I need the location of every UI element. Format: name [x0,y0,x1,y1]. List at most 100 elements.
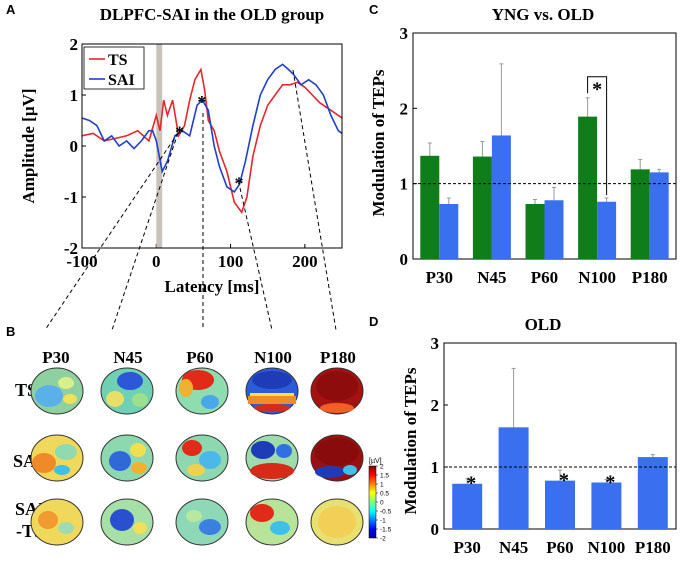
topo-sai-p60 [175,434,229,482]
peak-star-p60: * [197,92,206,112]
colorbar-tick-label: -2 [380,536,386,543]
panel-a-legend: TS SAI [83,46,145,90]
topo-diff-p60 [175,498,229,546]
significance-star-p60: * [559,470,569,492]
panel-a: A DLPFC-SAI in the OLD group Amplitude [… [6,2,343,331]
ts-line [82,67,342,215]
connector-n100 [239,187,273,331]
panel-a-letter: A [6,2,16,17]
panel-c-bars: 0 1 2 3 P30 N45 P60 N100 P180 * [400,24,677,287]
stimulus-artifact-bar [156,44,163,248]
topo-diff-n100 [245,498,299,546]
y-tick-label: -1 [64,188,78,207]
x-tick-label: 0 [152,252,161,271]
category-label-n100: N100 [578,268,616,287]
bar-yng-p60 [525,204,545,259]
connector-p180 [292,69,337,331]
colorbar-gradient [368,465,377,539]
bar-old-p180 [649,172,669,259]
sai-line [82,63,342,194]
peak-label-n100: N100 [254,348,292,367]
y-tick-label: 0 [400,250,409,269]
colorbar: [µV] 2 1.5 1 0.5 0 -0.5 -1 -1.5 -2 [368,458,392,543]
topo-sai-p180 [310,434,364,482]
colorbar-tick-label: 1.5 [380,473,389,480]
category-label-p180: P180 [632,268,668,287]
panel-b-letter: B [6,324,15,339]
x-tick-label: -100 [66,252,97,271]
peak-label-p30: P30 [42,348,69,367]
y-tick-label: 0 [431,520,440,539]
peak-label-p60: P60 [186,348,213,367]
topo-maps [30,367,364,546]
peak-markers: * * * [175,92,243,194]
topo-ts-n100 [245,367,299,415]
panel-b: B P30 N45 P60 N100 P180 TS SAI SAI -TS [6,324,392,546]
bar-old-p60 [545,480,575,529]
category-label-p30: P30 [426,268,453,287]
category-label-p60: P60 [531,268,558,287]
legend-ts-label: TS [108,52,128,69]
colorbar-ticks: 2 1.5 1 0.5 0 -0.5 -1 -1.5 -2 [376,464,392,543]
y-tick-label: 2 [400,99,409,118]
peak-star-p30: * [175,123,184,143]
bar-yng-n100 [578,116,598,260]
significance-bracket [587,76,608,195]
topo-sai-p30 [30,434,84,482]
bar-old-p180 [637,457,668,529]
panel-a-title: DLPFC-SAI in the OLD group [100,5,325,24]
peak-label-n45: N45 [113,348,142,367]
panel-a-xlabel: Latency [ms] [165,277,260,296]
panel-c-title: YNG vs. OLD [492,5,594,24]
colorbar-tick-label: 0 [380,500,384,507]
peak-connectors [44,69,337,331]
y-tick-label: -2 [64,239,78,258]
colorbar-tick-label: 0.5 [380,491,389,498]
significance-star-p30: * [466,473,476,495]
y-tick-label: 2 [431,396,440,415]
y-tick-label: 3 [431,334,440,353]
panel-a-frame [81,43,343,249]
panel-d-title: OLD [525,315,562,334]
bar-yng-n45 [472,156,492,259]
x-tick-label: 200 [292,252,318,271]
y-tick-label: 1 [400,175,409,194]
bar-old-n100 [591,482,622,529]
panel-a-ylabel: Amplitude [µV] [19,88,38,203]
topo-ts-p30 [30,367,84,415]
topo-ts-p60 [175,367,229,415]
bar-yng-p180 [630,169,650,259]
category-label-p60: P60 [546,538,573,557]
bar-old-n100 [597,201,617,259]
colorbar-tick-label: -1 [380,518,386,525]
colorbar-tick-label: -1.5 [380,527,392,534]
significance-star: * [592,78,602,100]
panel-d-letter: D [369,314,378,329]
panel-d-bars: 0 1 2 3 P30 N45 P60 N100 P180 * * * [431,334,677,557]
topo-diff-p30 [30,498,84,546]
panel-c: C YNG vs. OLD Modulation of TEPs 0 1 2 3 P30… [369,2,677,287]
panel-c-letter: C [369,2,379,17]
bar-old-p30 [439,204,459,259]
bar-old-p60 [544,200,564,259]
colorbar-unit: [µV] [369,458,382,465]
bar-yng-p30 [420,155,440,259]
panel-a-ticks: -100 0 100 200 -2 -1 0 1 2 [64,35,318,271]
topo-ts-p180 [310,367,364,415]
category-label-n45: N45 [499,538,528,557]
legend-sai-label: SAI [108,72,135,89]
y-tick-label: 0 [70,137,79,156]
peak-star-n100: * [235,174,244,194]
peak-label-p180: P180 [320,348,356,367]
panel-d: D OLD Modulation of TEPs 0 1 2 3 P30 N45 P60 N1… [369,314,677,557]
topo-sai-n100 [245,434,299,482]
bar-old-n45 [498,427,529,529]
bar-old-n45 [491,135,511,259]
colorbar-tick-label: 1 [380,482,384,489]
category-label-p30: P30 [454,538,481,557]
y-tick-label: 1 [431,458,440,477]
bar-old-p30 [452,483,483,529]
connector-p30 [44,132,179,331]
category-label-n45: N45 [477,268,506,287]
topo-diff-n45 [100,498,154,546]
